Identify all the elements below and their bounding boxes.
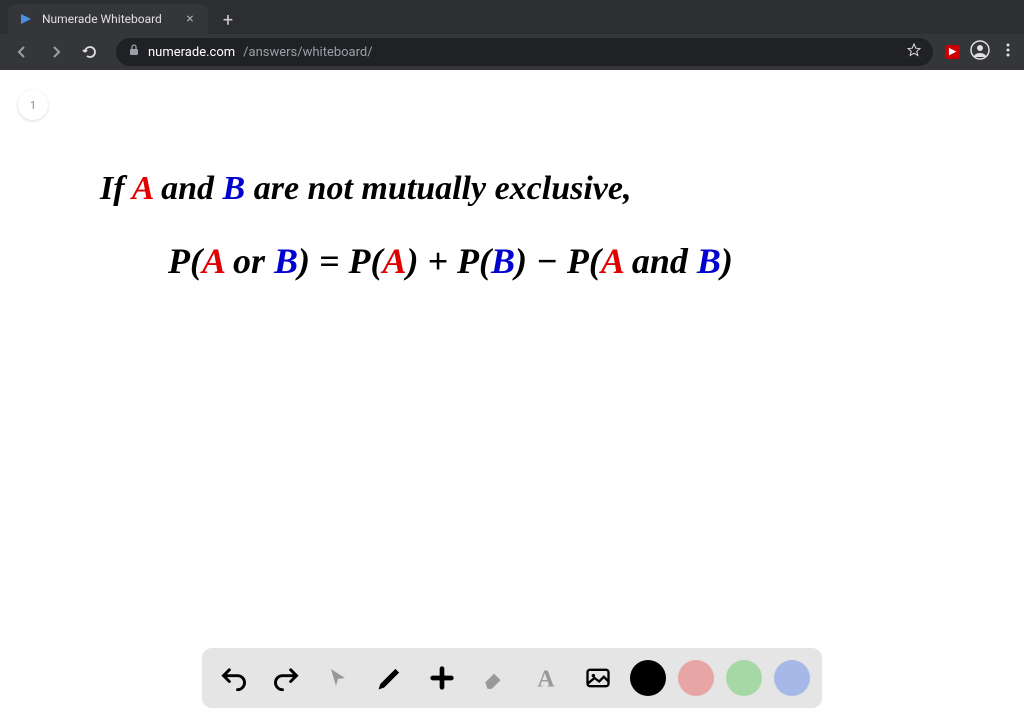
bookmark-icon[interactable] — [907, 43, 921, 61]
reload-button[interactable] — [76, 38, 104, 66]
pointer-tool-button[interactable] — [318, 658, 358, 698]
color-swatch-black[interactable] — [630, 660, 666, 696]
pencil-tool-button[interactable] — [370, 658, 410, 698]
back-button[interactable] — [8, 38, 36, 66]
url-input[interactable]: numerade.com/answers/whiteboard/ — [116, 38, 933, 66]
text-tool-button[interactable]: A — [526, 658, 566, 698]
browser-right-icons: ▶ — [945, 40, 1016, 64]
browser-tab[interactable]: Numerade Whiteboard × — [8, 4, 208, 34]
url-path: /answers/whiteboard/ — [243, 45, 372, 60]
whiteboard-toolbar: A — [202, 648, 822, 708]
profile-icon[interactable] — [970, 40, 990, 64]
add-tool-button[interactable] — [422, 658, 462, 698]
address-bar: numerade.com/answers/whiteboard/ ▶ — [0, 34, 1024, 70]
tab-bar: Numerade Whiteboard × + — [0, 0, 1024, 34]
eraser-tool-button[interactable] — [474, 658, 514, 698]
handwriting-layer: If A and B are not mutually exclusive, P… — [0, 70, 1024, 716]
svg-text:A: A — [537, 667, 555, 691]
redo-button[interactable] — [266, 658, 306, 698]
whiteboard-canvas[interactable]: 1 If A and B are not mutually exclusive,… — [0, 70, 1024, 716]
extension-badge[interactable]: ▶ — [945, 45, 960, 59]
forward-button[interactable] — [42, 38, 70, 66]
undo-button[interactable] — [214, 658, 254, 698]
handwriting-line-2: P(A or B) = P(A) + P(B) − P(A and B) — [168, 240, 733, 282]
browser-chrome: Numerade Whiteboard × + numerade.com/ans… — [0, 0, 1024, 70]
image-tool-button[interactable] — [578, 658, 618, 698]
tab-title: Numerade Whiteboard — [42, 12, 174, 26]
favicon-icon — [18, 11, 34, 27]
color-swatch-blue[interactable] — [774, 660, 810, 696]
page-indicator[interactable]: 1 — [18, 90, 48, 120]
handwriting-line-1: If A and B are not mutually exclusive, — [100, 170, 632, 208]
new-tab-button[interactable]: + — [214, 6, 242, 34]
color-swatch-red[interactable] — [678, 660, 714, 696]
tab-close-button[interactable]: × — [182, 11, 198, 27]
color-swatch-green[interactable] — [726, 660, 762, 696]
kebab-menu-icon[interactable] — [1000, 42, 1016, 62]
url-domain: numerade.com — [148, 45, 235, 60]
lock-icon — [128, 44, 140, 60]
